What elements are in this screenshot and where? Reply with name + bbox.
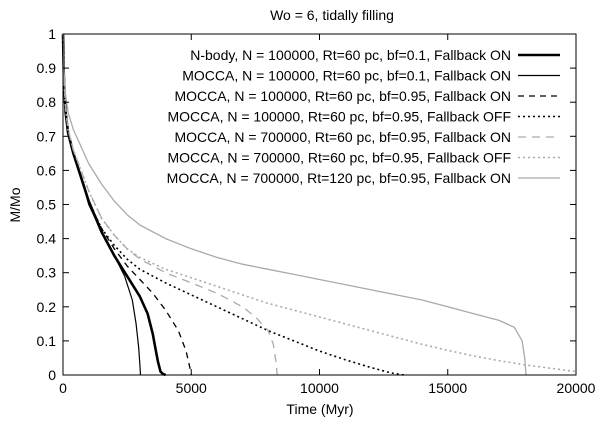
y-tick-label: 0.9 — [37, 60, 57, 76]
x-tick-label: 10000 — [300, 380, 339, 396]
series-line-3 — [62, 33, 192, 376]
legend-label-5: MOCCA, N = 700000, Rt=60 pc, bf=0.95, Fa… — [174, 129, 511, 145]
series-line-1 — [61, 33, 167, 377]
chart-title: Wo = 6, tidally filling — [270, 7, 394, 23]
legend: N-body, N = 100000, Rt=60 pc, bf=0.1, Fa… — [167, 47, 560, 186]
legend-label-2: MOCCA, N = 100000, Rt=60 pc, bf=0.1, Fal… — [182, 68, 511, 84]
y-tick-label: 0.5 — [37, 197, 57, 213]
y-tick-label: 0 — [48, 367, 56, 383]
legend-label-3: MOCCA, N = 100000, Rt=60 pc, bf=0.95, Fa… — [174, 88, 511, 104]
legend-label-6: MOCCA, N = 700000, Rt=60 pc, bf=0.95, Fa… — [167, 150, 511, 166]
plot-frame — [62, 33, 577, 376]
series-line-4 — [62, 33, 405, 376]
x-tick-label: 5000 — [176, 380, 207, 396]
y-tick-label: 0.1 — [37, 333, 57, 349]
y-axis-label: M/Mo — [7, 187, 23, 222]
y-tick-label: 0.6 — [37, 162, 57, 178]
y-tick-label: 1 — [48, 26, 56, 42]
legend-label-7: MOCCA, N = 700000, Rt=120 pc, bf=0.95, F… — [167, 170, 511, 186]
x-tick-label: 15000 — [428, 380, 467, 396]
y-tick-label: 0.3 — [37, 265, 57, 281]
series-line-6 — [62, 33, 577, 373]
y-tick-label: 0.7 — [37, 128, 57, 144]
series-line-2 — [62, 33, 142, 376]
series-line-7 — [62, 33, 527, 376]
axes-layer: 0 5000 10000 15000 20000 0 0.1 0.2 0.3 0.4 0.5 0.6 0… — [37, 26, 596, 396]
legend-label-1: N-body, N = 100000, Rt=60 pc, bf=0.1, Fa… — [190, 47, 511, 63]
x-axis-label: Time (Myr) — [286, 401, 353, 417]
series-layer — [61, 33, 577, 377]
x-tick-label: 20000 — [557, 380, 596, 396]
legend-label-4: MOCCA, N = 100000, Rt=60 pc, bf=0.95, Fa… — [167, 109, 511, 125]
y-tick-label: 0.4 — [37, 231, 57, 247]
y-tick-label: 0.2 — [37, 299, 57, 315]
series-line-5 — [62, 33, 278, 376]
y-tick-label: 0.8 — [37, 94, 57, 110]
x-tick-label: 0 — [59, 380, 67, 396]
